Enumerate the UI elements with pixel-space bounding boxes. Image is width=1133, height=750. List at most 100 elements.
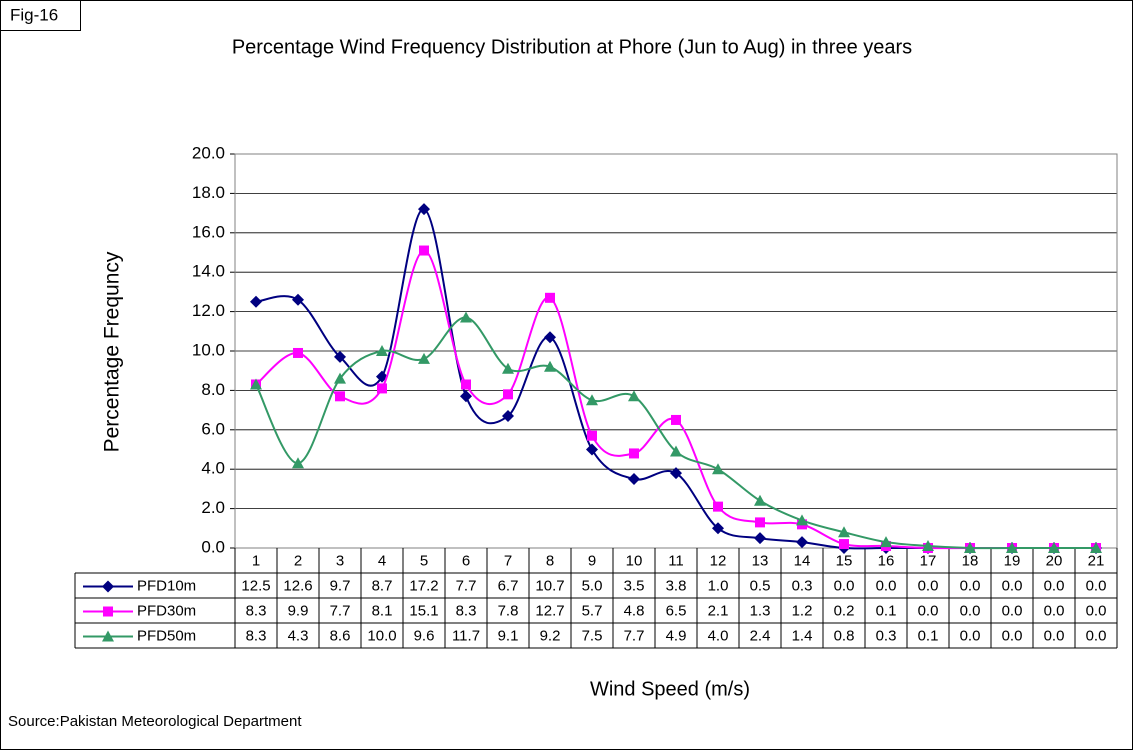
- marker: [838, 526, 850, 538]
- table-value: 9.9: [288, 602, 309, 619]
- table-value: 0.0: [1002, 602, 1023, 619]
- marker: [796, 514, 808, 526]
- marker: [502, 410, 514, 423]
- marker: [102, 630, 114, 642]
- y-tick-label: 2.0: [201, 498, 225, 517]
- table-value: 9.6: [414, 627, 435, 644]
- table-value: 8.3: [246, 602, 267, 619]
- legend-label: PFD30m: [137, 602, 196, 619]
- table-value: 1.4: [792, 627, 813, 644]
- table-value: 8.3: [456, 602, 477, 619]
- marker: [376, 345, 388, 356]
- table-value: 0.0: [960, 602, 981, 619]
- table-value: 9.1: [498, 627, 519, 644]
- table-value: 10.7: [535, 577, 564, 594]
- table-value: 8.1: [372, 602, 393, 619]
- table-value: 0.0: [1086, 602, 1107, 619]
- table-value: 2.4: [750, 627, 771, 644]
- table-value: 1.3: [750, 602, 771, 619]
- marker: [712, 463, 724, 475]
- x-tick-label: 10: [626, 552, 643, 569]
- marker: [334, 372, 346, 384]
- marker: [712, 522, 724, 535]
- marker: [102, 580, 114, 593]
- table-value: 2.1: [708, 602, 729, 619]
- marker: [334, 350, 346, 363]
- x-tick-label: 21: [1088, 552, 1105, 569]
- marker: [839, 539, 849, 550]
- table-value: 0.2: [834, 602, 855, 619]
- marker: [670, 467, 682, 480]
- table-value: 0.0: [960, 627, 981, 644]
- table-value: 9.7: [330, 577, 351, 594]
- x-tick-label: 4: [378, 552, 386, 569]
- y-axis-label: Percentage Frequncy: [101, 251, 124, 452]
- marker: [545, 292, 555, 303]
- table-value: 17.2: [409, 577, 438, 594]
- x-tick-label: 9: [588, 552, 596, 569]
- x-tick-label: 18: [962, 552, 979, 569]
- table-value: 0.0: [918, 577, 939, 594]
- y-tick-label: 0.0: [201, 537, 225, 556]
- x-tick-label: 6: [462, 552, 470, 569]
- marker: [587, 430, 597, 441]
- marker: [503, 389, 513, 400]
- table-value: 0.0: [1044, 602, 1065, 619]
- table-value: 11.7: [452, 627, 480, 644]
- marker: [460, 311, 472, 323]
- table-value: 8.7: [372, 577, 393, 594]
- marker: [544, 360, 556, 372]
- table-value: 1.0: [708, 577, 729, 594]
- marker: [460, 390, 472, 403]
- marker: [1090, 542, 1102, 553]
- table-value: 3.8: [666, 577, 687, 594]
- y-tick-label: 12.0: [192, 301, 225, 320]
- x-tick-label: 14: [794, 552, 811, 569]
- marker: [713, 501, 723, 512]
- table-value: 9.2: [540, 627, 561, 644]
- x-tick-label: 15: [836, 552, 853, 569]
- marker: [250, 295, 262, 308]
- marker: [754, 532, 766, 545]
- marker: [293, 347, 303, 358]
- y-tick-label: 18.0: [192, 183, 225, 202]
- table-value: 0.0: [876, 577, 897, 594]
- x-tick-label: 11: [668, 552, 684, 569]
- x-tick-label: 13: [752, 552, 769, 569]
- x-tick-label: 3: [336, 552, 344, 569]
- table-value: 0.1: [876, 602, 897, 619]
- chart-title: Percentage Wind Frequency Distribution a…: [232, 36, 912, 58]
- legend-label: PFD50m: [137, 627, 196, 644]
- table-value: 5.7: [582, 602, 603, 619]
- plot-border: [234, 153, 1118, 549]
- marker: [461, 379, 471, 390]
- y-tick-label: 10.0: [192, 340, 225, 359]
- table-value: 12.5: [241, 577, 270, 594]
- marker: [292, 293, 304, 306]
- x-tick-label: 7: [504, 552, 512, 569]
- marker: [419, 245, 429, 256]
- x-tick-label: 16: [878, 552, 895, 569]
- marker: [670, 445, 682, 457]
- marker: [754, 494, 766, 506]
- table-value: 3.5: [624, 577, 645, 594]
- legend-label: PFD10m: [137, 577, 196, 594]
- table-value: 0.3: [876, 627, 897, 644]
- y-tick-label: 6.0: [201, 419, 225, 438]
- table-value: 1.2: [792, 602, 813, 619]
- table-value: 0.0: [834, 577, 855, 594]
- marker: [544, 331, 556, 344]
- marker: [880, 536, 892, 548]
- x-tick-label: 12: [710, 552, 727, 569]
- table-value: 0.0: [1044, 627, 1065, 644]
- marker: [292, 457, 304, 469]
- marker: [922, 540, 934, 552]
- marker: [418, 203, 430, 216]
- table-value: 7.7: [624, 627, 645, 644]
- table-value: 5.0: [582, 577, 603, 594]
- x-tick-label: 1: [252, 552, 260, 569]
- table-value: 12.7: [535, 602, 564, 619]
- table-value: 7.8: [498, 602, 519, 619]
- marker: [250, 378, 262, 390]
